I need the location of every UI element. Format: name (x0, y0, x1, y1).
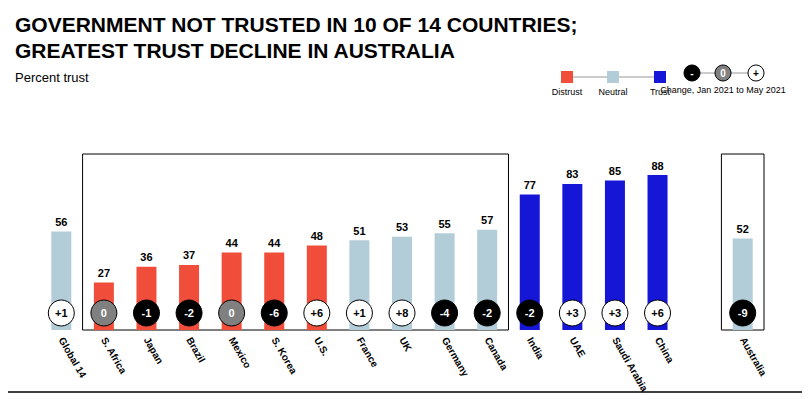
svg-text:-2: -2 (184, 307, 194, 319)
svg-text:0: 0 (229, 307, 235, 319)
svg-text:56: 56 (55, 216, 67, 228)
svg-text:57: 57 (481, 214, 493, 226)
svg-text:+8: +8 (396, 307, 409, 319)
svg-text:Saudi Arabia: Saudi Arabia (610, 335, 650, 393)
svg-text:Percent trust: Percent trust (15, 70, 89, 85)
svg-text:-1: -1 (142, 307, 152, 319)
svg-text:51: 51 (353, 225, 365, 237)
svg-text:44: 44 (226, 237, 239, 249)
svg-text:27: 27 (98, 267, 110, 279)
svg-text:53: 53 (396, 221, 408, 233)
svg-text:+1: +1 (55, 307, 68, 319)
svg-text:77: 77 (524, 179, 536, 191)
svg-text:S. Africa: S. Africa (99, 335, 129, 376)
svg-text:U.S.: U.S. (312, 335, 331, 358)
svg-text:0: 0 (101, 307, 107, 319)
svg-text:Distrust: Distrust (552, 87, 583, 97)
svg-text:France: France (355, 335, 381, 369)
svg-text:44: 44 (268, 237, 281, 249)
svg-text:+6: +6 (651, 307, 664, 319)
svg-text:Neutral: Neutral (598, 87, 627, 97)
svg-text:83: 83 (566, 168, 578, 180)
svg-text:+3: +3 (566, 307, 579, 319)
svg-text:88: 88 (651, 160, 663, 172)
svg-text:Mexico: Mexico (227, 335, 253, 370)
svg-text:-2: -2 (482, 307, 492, 319)
svg-text:India: India (525, 335, 546, 361)
svg-text:UAE: UAE (568, 335, 588, 359)
svg-text:S. Korea: S. Korea (269, 335, 299, 376)
svg-text:52: 52 (737, 223, 749, 235)
svg-text:0: 0 (720, 68, 726, 79)
svg-text:-4: -4 (440, 307, 451, 319)
svg-text:Change, Jan 2021 to May 2021: Change, Jan 2021 to May 2021 (660, 85, 786, 95)
svg-text:48: 48 (311, 230, 323, 242)
svg-text:GOVERNMENT NOT TRUSTED IN 10 O: GOVERNMENT NOT TRUSTED IN 10 OF 14 COUNT… (15, 13, 577, 36)
svg-text:-: - (690, 68, 693, 79)
svg-text:36: 36 (140, 251, 152, 263)
svg-text:85: 85 (609, 165, 621, 177)
svg-text:China: China (653, 335, 677, 365)
svg-text:UK: UK (397, 335, 414, 354)
svg-text:GREATEST TRUST DECLINE IN AUST: GREATEST TRUST DECLINE IN AUSTRALIA (15, 39, 455, 62)
svg-text:37: 37 (183, 249, 195, 261)
svg-text:+3: +3 (609, 307, 622, 319)
svg-text:Germany: Germany (440, 335, 471, 378)
svg-text:-9: -9 (738, 307, 748, 319)
svg-text:-2: -2 (525, 307, 535, 319)
svg-text:Australia: Australia (738, 335, 769, 378)
svg-text:-6: -6 (269, 307, 279, 319)
svg-text:Canada: Canada (482, 335, 510, 372)
svg-text:+6: +6 (311, 307, 324, 319)
svg-text:Japan: Japan (142, 335, 166, 365)
svg-text:Brazil: Brazil (184, 335, 207, 364)
svg-text:+1: +1 (353, 307, 366, 319)
svg-text:Global 14: Global 14 (57, 335, 89, 380)
svg-text:+: + (753, 68, 759, 79)
svg-text:55: 55 (438, 218, 450, 230)
